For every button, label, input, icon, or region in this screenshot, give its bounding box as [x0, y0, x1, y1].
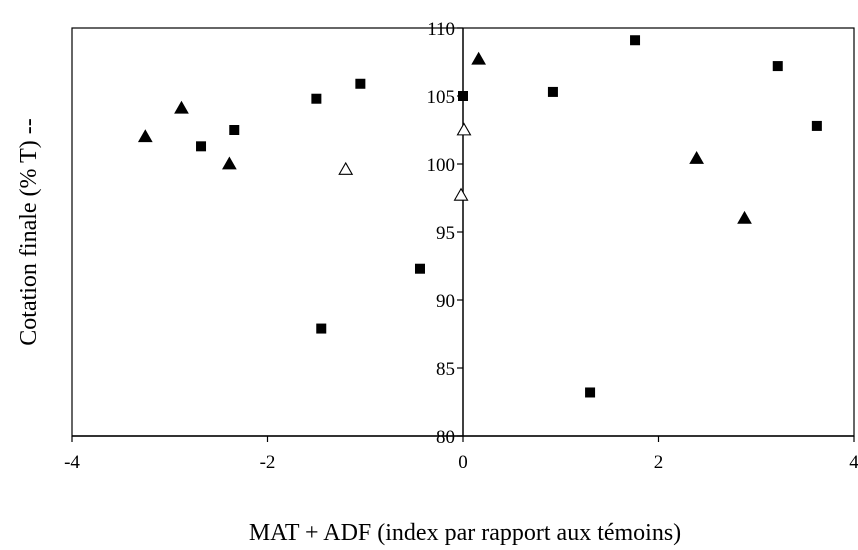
data-point-square	[229, 125, 240, 135]
y-axis-title: Cotation finale (% T) --	[16, 118, 42, 345]
x-tick-label: 4	[849, 452, 858, 473]
x-tick-label: -4	[64, 452, 80, 473]
data-point-square	[585, 387, 596, 398]
data-points	[137, 35, 822, 398]
data-point-open-triangle	[338, 161, 354, 175]
x-axis-title: MAT + ADF (index par rapport aux témoins…	[249, 520, 681, 546]
data-point-square	[772, 61, 783, 72]
data-point-open-triangle	[456, 122, 472, 136]
x-tick-label: 0	[458, 452, 468, 473]
y-tick-label: 95	[436, 223, 455, 244]
y-tick-label: 80	[436, 427, 455, 448]
y-tick-label: 90	[436, 291, 455, 312]
y-tick-label: 85	[436, 359, 455, 380]
data-point-square	[355, 78, 366, 89]
y-tick-label: 105	[427, 87, 456, 108]
data-point-triangle	[222, 156, 237, 170]
data-point-square	[547, 86, 558, 97]
data-point-open-triangle	[453, 187, 469, 201]
data-point-square	[811, 120, 822, 131]
data-point-square	[630, 35, 641, 46]
data-point-triangle	[737, 210, 752, 224]
data-point-square	[316, 323, 327, 334]
y-tick-label: 110	[427, 19, 455, 40]
data-point-triangle	[137, 129, 153, 143]
x-tick-label: -2	[260, 452, 276, 473]
data-point-square	[196, 141, 207, 152]
x-tick-label: 2	[654, 452, 664, 473]
data-point-square	[458, 91, 468, 101]
data-point-triangle	[689, 151, 704, 164]
data-point-triangle	[174, 100, 189, 114]
data-point-square	[414, 263, 425, 274]
data-point-triangle	[471, 51, 487, 65]
data-point-square	[311, 93, 322, 104]
y-tick-label: 100	[427, 155, 456, 176]
